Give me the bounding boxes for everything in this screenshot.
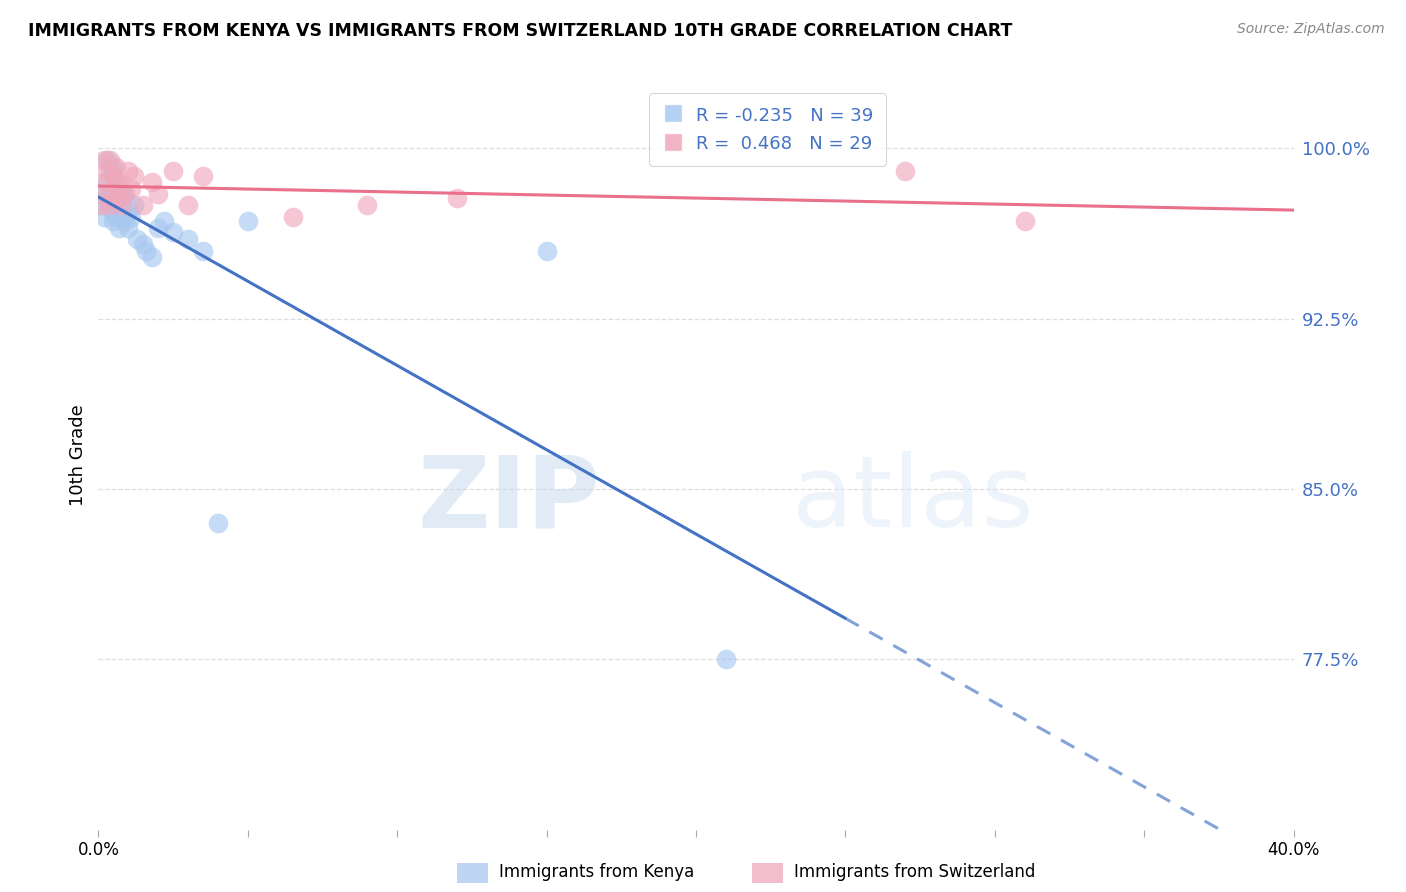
Point — [141, 251, 163, 265]
Point — [207, 516, 229, 530]
Legend: R = -0.235   N = 39, R =  0.468   N = 29: R = -0.235 N = 39, R = 0.468 N = 29 — [650, 93, 886, 166]
Point — [162, 226, 184, 240]
Point — [117, 220, 139, 235]
Point — [96, 191, 118, 205]
Text: Immigrants from Switzerland: Immigrants from Switzerland — [794, 863, 1036, 881]
Point — [148, 186, 170, 201]
Text: 40.0%: 40.0% — [1267, 841, 1320, 859]
Point — [96, 176, 118, 190]
Point — [108, 220, 131, 235]
Point — [120, 210, 142, 224]
Point — [103, 191, 125, 205]
Point — [111, 198, 134, 212]
Point — [141, 176, 163, 190]
Point — [114, 214, 136, 228]
Point — [108, 182, 131, 196]
Point — [536, 244, 558, 258]
Point — [120, 182, 142, 196]
Point — [356, 198, 378, 212]
Point — [117, 164, 139, 178]
Point — [117, 205, 139, 219]
Point — [446, 191, 468, 205]
Point — [98, 198, 122, 212]
Point — [111, 186, 134, 201]
Point — [93, 210, 115, 224]
Point — [191, 169, 214, 183]
Text: ZIP: ZIP — [418, 451, 600, 549]
Point — [177, 232, 200, 246]
Point — [108, 176, 131, 190]
Point — [127, 232, 149, 246]
Text: atlas: atlas — [792, 451, 1033, 549]
Point — [114, 191, 136, 205]
Point — [114, 186, 136, 201]
Point — [124, 169, 146, 183]
Point — [1014, 214, 1036, 228]
Text: IMMIGRANTS FROM KENYA VS IMMIGRANTS FROM SWITZERLAND 10TH GRADE CORRELATION CHAR: IMMIGRANTS FROM KENYA VS IMMIGRANTS FROM… — [28, 22, 1012, 40]
Point — [98, 153, 122, 167]
Point — [103, 160, 125, 174]
Point — [148, 220, 170, 235]
Point — [103, 214, 125, 228]
Point — [105, 176, 128, 190]
Point — [98, 164, 122, 178]
Text: Source: ZipAtlas.com: Source: ZipAtlas.com — [1237, 22, 1385, 37]
Text: Immigrants from Kenya: Immigrants from Kenya — [499, 863, 695, 881]
Y-axis label: 10th Grade: 10th Grade — [69, 404, 87, 506]
Point — [103, 205, 125, 219]
Point — [103, 169, 125, 183]
Point — [108, 191, 131, 205]
Point — [236, 214, 259, 228]
Point — [93, 186, 115, 201]
Point — [191, 244, 214, 258]
Point — [714, 652, 737, 666]
Point — [135, 244, 157, 258]
Point — [93, 176, 115, 190]
Point — [124, 198, 146, 212]
Point — [105, 160, 128, 174]
Point — [90, 198, 112, 212]
Point — [105, 176, 128, 190]
Point — [96, 186, 118, 201]
Point — [281, 210, 304, 224]
Point — [98, 198, 122, 212]
Point — [96, 164, 118, 178]
Point — [153, 214, 176, 228]
Point — [105, 210, 128, 224]
Point — [894, 164, 917, 178]
Point — [93, 153, 115, 167]
Point — [96, 153, 118, 167]
Text: 0.0%: 0.0% — [77, 841, 120, 859]
Point — [162, 164, 184, 178]
Point — [132, 198, 155, 212]
Point — [177, 198, 200, 212]
Point — [132, 236, 155, 251]
Point — [108, 198, 131, 212]
Point — [103, 169, 125, 183]
Point — [111, 210, 134, 224]
Point — [90, 198, 112, 212]
Point — [98, 186, 122, 201]
